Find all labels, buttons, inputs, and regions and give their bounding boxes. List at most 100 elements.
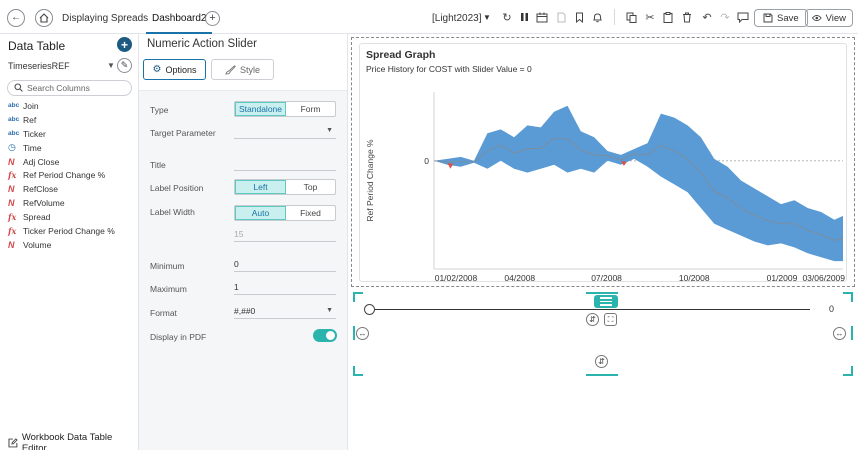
bookmark-icon[interactable] [572,10,586,24]
label-position-top-option[interactable]: Top [303,182,318,192]
numeric-type-icon: N [8,239,15,250]
drag-handle[interactable] [594,295,618,308]
negative-spread-mark [620,160,627,166]
column-item[interactable]: fx Spread [8,210,115,224]
plus-icon: + [120,37,128,52]
options-tab[interactable]: ⚙ Options [143,59,206,80]
resize-vertical-icon[interactable]: ⇵ [595,355,608,368]
options-form: Type Standalone Form Target Parameter ▼ … [139,90,347,450]
chevron-down-icon[interactable]: ▼ [107,61,115,70]
trash-icon[interactable] [680,10,694,24]
refresh-icon[interactable]: ↻ [502,11,512,24]
label-width-fixed-option[interactable]: Fixed [300,208,321,218]
column-item[interactable]: N RefVolume [8,196,115,210]
minimum-label: Minimum [150,261,185,271]
comment-icon[interactable] [736,10,750,24]
text-type-icon: abc [8,130,20,138]
column-item[interactable]: fx Ref Period Change % [8,168,115,182]
datasource-select[interactable]: TimeseriesREF [8,61,70,71]
home-button[interactable] [35,9,53,27]
display-in-pdf-label: Display in PDF [150,332,207,342]
target-parameter-select[interactable]: ▼ [234,123,336,139]
column-label: Ref [23,114,37,125]
chevron-down-icon: ▼ [326,127,333,134]
pdf-icon [554,10,568,24]
workbook-editor-label: Workbook Data Table Editor [21,432,113,450]
column-label: RefVolume [23,198,65,209]
duplicate-icon[interactable] [624,10,638,24]
column-item[interactable]: N Volume [8,238,115,252]
chevron-down-icon[interactable]: ▼ [483,13,491,22]
save-button[interactable]: Save [754,9,808,27]
slider-thumb[interactable] [364,304,375,315]
resize-horizontal-icon[interactable]: ↔ [356,327,369,340]
resize-corner[interactable] [843,366,853,376]
add-data-table-button[interactable]: + [117,37,132,52]
x-tick-label: 03/06/2009 [802,273,845,283]
search-columns-field[interactable] [7,80,132,96]
theme-selector[interactable]: [Light2023] [432,13,482,24]
column-item[interactable]: fx Ticker Period Change % [8,224,115,238]
clock-icon: ◷ [8,142,16,153]
search-columns-input[interactable] [27,83,127,93]
type-form-option[interactable]: Form [300,104,321,114]
minimum-input[interactable]: 0 [234,256,336,272]
pause-icon[interactable] [517,10,531,24]
resize-corner[interactable] [843,292,853,302]
title-label: Title [150,160,166,170]
numeric-type-icon: N [8,198,15,209]
column-label: Ticker Period Change % [23,225,115,236]
display-in-pdf-toggle[interactable] [313,329,337,342]
back-button[interactable]: ← [7,9,25,27]
formula-icon: fx [8,170,17,181]
fit-icon[interactable]: ⛶ [604,313,617,326]
label-position-left-option[interactable]: Left [235,180,286,194]
selection-edge [851,326,853,340]
column-item[interactable]: N RefClose [8,182,115,196]
x-tick-label: 01/2009 [767,273,798,283]
target-parameter-label: Target Parameter [150,128,216,138]
column-label: Ticker [23,128,46,139]
workbook-data-table-editor-link[interactable]: Workbook Data Table Editor [8,432,138,450]
save-label: Save [777,12,799,24]
plus-icon: + [209,12,216,24]
slider-value: 0 [829,304,835,314]
cut-icon[interactable]: ✂ [645,11,655,24]
add-tab-button[interactable]: + [205,11,220,26]
maximum-input[interactable]: 1 [234,279,336,295]
spread-graph-frame[interactable]: 0 Ref Period Change % 01/02/2008 04/2008 07/… [351,37,855,287]
spread-line [433,137,844,241]
format-value: #,##0 [234,305,256,316]
column-item[interactable]: abc Ref [8,113,115,127]
tab-dashboard2[interactable]: Dashboard2 [146,6,213,34]
title-input[interactable] [234,155,336,171]
calendar-icon[interactable] [535,10,549,24]
numeric-type-icon: N [8,156,15,167]
bell-icon[interactable] [590,10,604,24]
style-tab[interactable]: Style [211,59,274,80]
selection-edge [586,374,618,376]
paste-icon[interactable] [661,10,675,24]
column-item[interactable]: abc Join [8,99,115,113]
formula-icon: fx [8,212,17,223]
style-tab-label: Style [239,64,260,75]
resize-corner[interactable] [353,292,363,302]
column-item[interactable]: ◷ Time [8,141,115,155]
type-standalone-option[interactable]: Standalone [235,102,286,116]
edit-datasource-button[interactable]: ✎ [117,58,132,73]
column-label: RefClose [23,184,58,195]
column-item[interactable]: abc Ticker [8,127,115,141]
view-button[interactable]: View [805,9,853,27]
x-tick-label: 04/2008 [504,273,535,283]
undo-icon[interactable]: ↶ [702,11,712,24]
column-item[interactable]: N Adj Close [8,155,115,169]
tab-displaying-spreads[interactable]: Displaying Spreads [62,13,149,24]
resize-vertical-icon[interactable]: ⇵ [586,313,599,326]
resize-corner[interactable] [353,366,363,376]
format-select[interactable]: #,##0 ▼ [234,303,336,319]
label-width-auto-option[interactable]: Auto [235,206,286,220]
slider-track[interactable] [369,309,810,310]
column-label: Volume [23,239,52,250]
data-table-title: Data Table [8,39,66,53]
resize-horizontal-icon[interactable]: ↔ [833,327,846,340]
